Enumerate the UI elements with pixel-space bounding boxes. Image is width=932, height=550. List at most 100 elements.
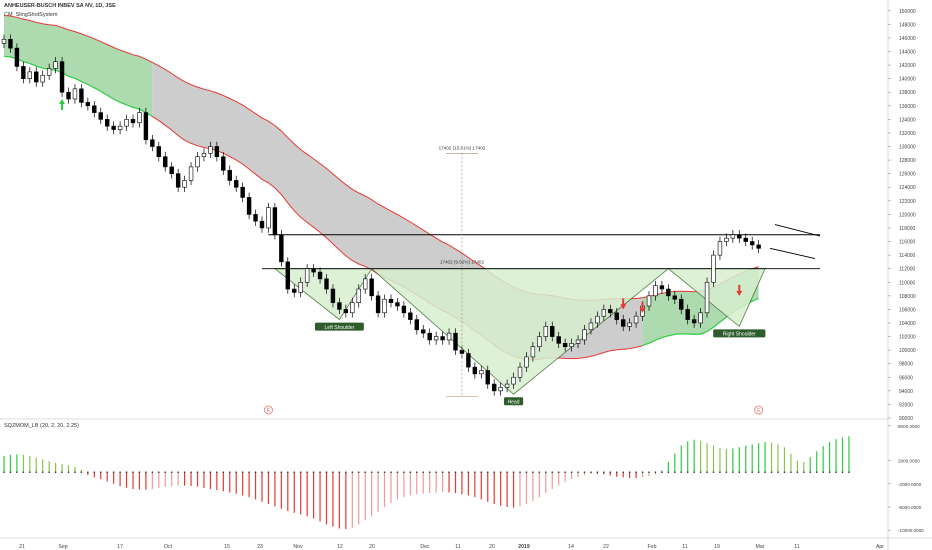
squeeze-dot (609, 471, 612, 474)
squeeze-dot (319, 471, 321, 474)
candle-body (72, 88, 78, 100)
candle-body (679, 298, 684, 310)
squeeze-dot (41, 471, 44, 474)
candle-body (479, 370, 484, 375)
time-tick-label: Feb (648, 544, 657, 550)
squeeze-dot (486, 471, 489, 474)
price-tick-label: 104000 (899, 321, 916, 327)
squeeze-dot (751, 471, 753, 474)
candle-body (504, 383, 510, 388)
candle-body (588, 322, 594, 331)
price-tick-label: 106000 (899, 307, 916, 313)
ema-fast-line (3, 55, 153, 117)
squeeze-dot (261, 471, 263, 474)
time-tick-label: 20 (369, 544, 375, 550)
candle-body (653, 285, 658, 297)
candle-body (582, 329, 587, 341)
candle-body (163, 156, 168, 168)
squeeze-dot (744, 471, 747, 474)
candle-body (66, 91, 71, 100)
squeeze-dot (783, 471, 786, 474)
squeeze-dot (332, 471, 334, 474)
squeeze-dot (190, 471, 192, 474)
squeeze-dot (790, 471, 792, 474)
squeeze-dot (61, 471, 63, 474)
squeeze-dot (448, 471, 450, 474)
squeeze-dot (590, 471, 592, 474)
squeeze-dot (80, 471, 83, 474)
squeeze-dot (712, 471, 715, 474)
price-tick-label: 102000 (899, 335, 916, 341)
candle-body (46, 68, 52, 76)
candle-body (498, 387, 503, 392)
squeeze-dot (99, 471, 102, 474)
squeeze-dot (364, 471, 367, 474)
time-tick-label: Oct (164, 544, 173, 550)
price-tick-label: 150000 (899, 9, 916, 15)
candle-body (188, 166, 194, 181)
candle-body (14, 47, 20, 67)
candle-body (111, 125, 116, 130)
candle-body (234, 180, 239, 188)
squeeze-dot (390, 471, 392, 474)
squeeze-dot (674, 471, 676, 474)
candle-body (92, 105, 97, 113)
squeeze-dot (119, 471, 121, 474)
candle-body (698, 312, 703, 324)
squeeze-dot (667, 471, 670, 474)
candle-body (208, 146, 213, 154)
price-axis[interactable]: 150000 148000 146000 144000 142000 140000 1380… (888, 9, 924, 533)
study-label[interactable]: CM_SlingShotSystem (4, 12, 58, 18)
candle-body (427, 332, 432, 341)
time-axis[interactable]: 21 Sep 17 Oct 15 23 Nov 12 20 Dec 11 20 2019 14 22 Feb 1… (19, 544, 884, 550)
squeeze-dot (596, 471, 599, 474)
squeeze-dot (87, 471, 89, 474)
candle-body (646, 295, 652, 307)
measure-label-lower: 17402 (9.52%) 17402 (440, 259, 485, 264)
squeeze-dot (551, 471, 554, 474)
squeeze-dot (183, 471, 186, 474)
squeeze-dot (570, 471, 573, 474)
price-tick-label: 134000 (899, 117, 916, 123)
time-tick-label: 11 (794, 544, 799, 550)
candle-body (227, 169, 232, 181)
squeeze-dot (48, 471, 50, 474)
squeeze-dot (525, 471, 528, 474)
candle-body (440, 336, 445, 341)
candle-body (85, 102, 91, 107)
squeeze-dot (216, 471, 218, 474)
squeeze-dot (848, 471, 850, 474)
candle-body (169, 166, 174, 174)
candle-body (446, 332, 452, 341)
candle-body (98, 112, 103, 120)
price-tick-label: 130000 (899, 145, 916, 151)
time-tick-label: 19 (714, 544, 720, 550)
squeeze-dot (203, 471, 205, 474)
osc-tick-label: 2000.0000 (898, 459, 920, 464)
sell-signal-arrow (620, 298, 627, 310)
squeeze-dot (564, 471, 566, 474)
squeeze-dot (74, 471, 76, 474)
squeeze-dot (532, 471, 534, 474)
candle-body (620, 319, 626, 327)
squeeze-dot (661, 471, 663, 474)
measure-label-upper: 17402 (15.61%) 17402 (439, 145, 486, 150)
squeeze-dot (125, 471, 128, 474)
candle-body (395, 302, 400, 307)
squeeze-dot (628, 471, 631, 474)
squeeze-dot (615, 471, 618, 474)
candle-body (1, 38, 7, 44)
squeeze-dot (222, 471, 225, 474)
candle-body (433, 336, 439, 341)
candle-body (304, 268, 310, 283)
squeeze-dot (35, 471, 38, 474)
candle-body (156, 146, 161, 158)
squeeze-dot (493, 471, 496, 474)
candle-body (550, 326, 555, 337)
squeeze-dot (132, 471, 134, 474)
squeeze-dot (719, 471, 721, 474)
squeeze-dot (706, 471, 708, 474)
price-tick-label: 118000 (899, 226, 916, 232)
oscillator-label[interactable]: SQZMOM_LB (20, 2, 20, 2.25) (4, 423, 79, 429)
